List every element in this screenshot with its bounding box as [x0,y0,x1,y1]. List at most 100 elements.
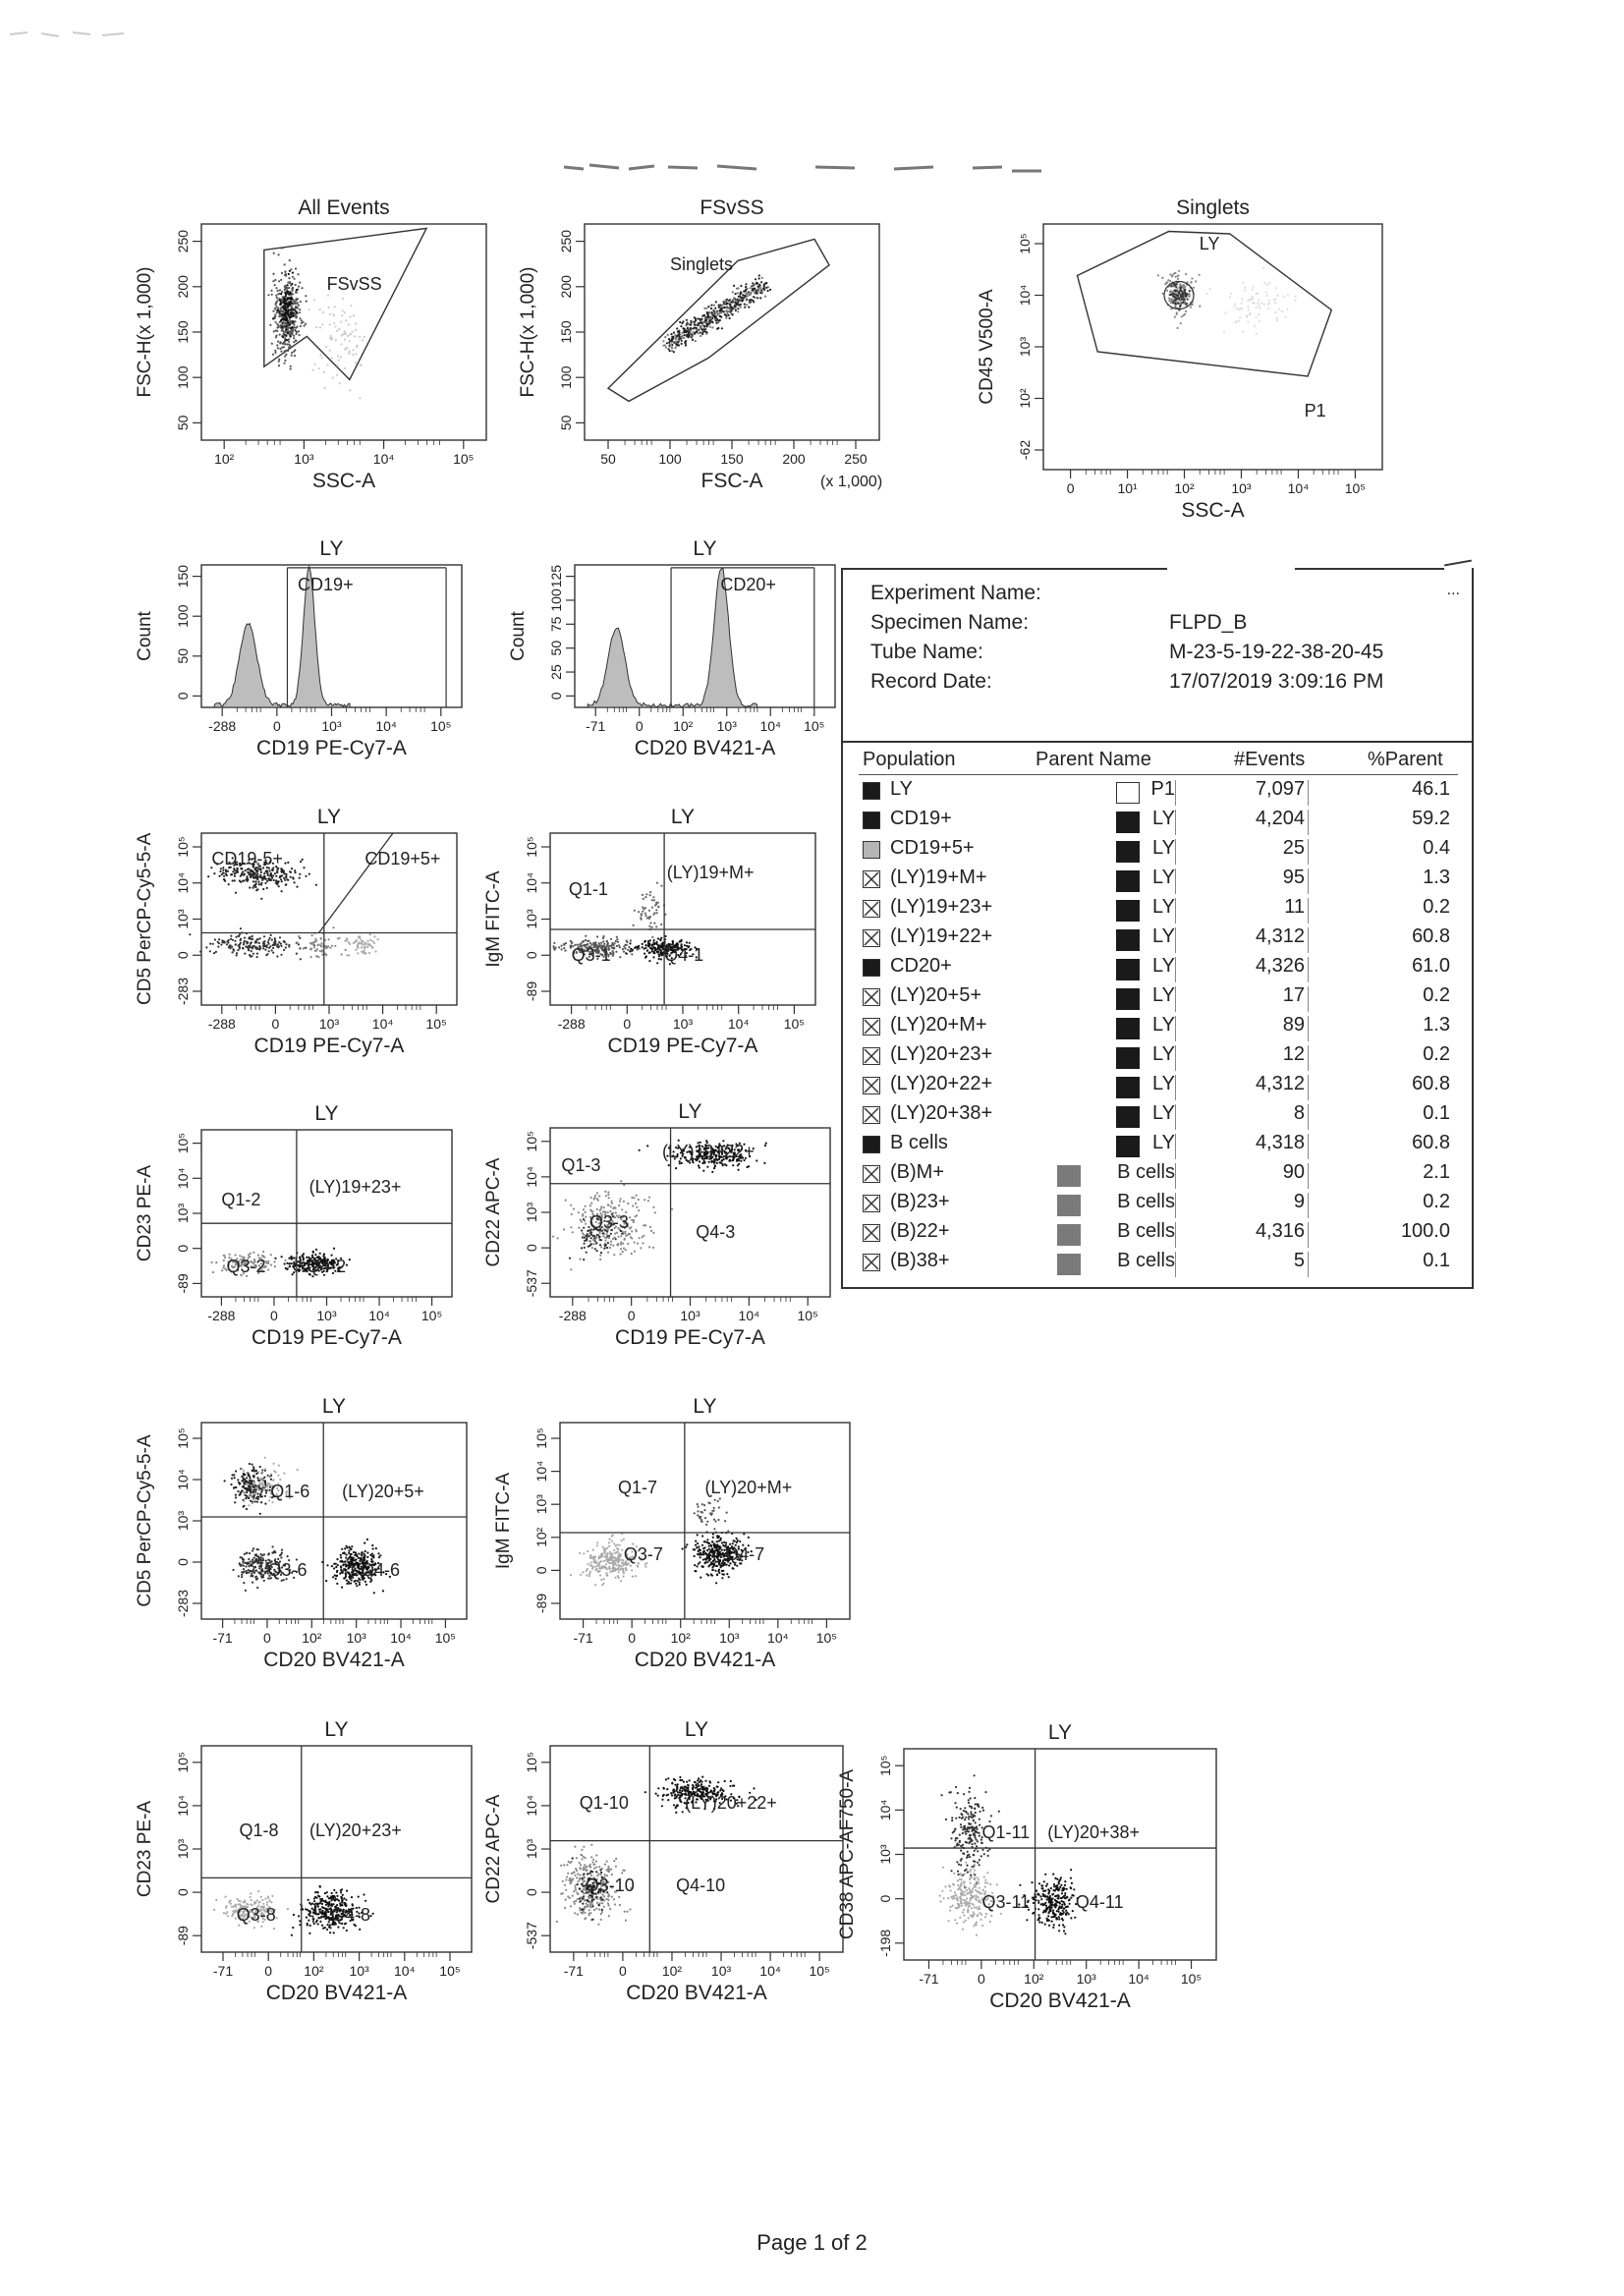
event-count: 5 [1293,1250,1305,1271]
y-tick-label: 150 [175,565,191,588]
population-swatch [863,841,880,859]
y-axis-label: CD45 V500-A [977,289,997,405]
gate-label: Q4-6 [361,1560,401,1580]
population-row: LY P1 7,097 46.1 [859,778,1458,808]
y-tick-label: 10³ [524,909,539,929]
x-tick-label: 10³ [349,1963,369,1979]
gate-label: Q4-10 [676,1876,726,1896]
parent-name: LY [1152,925,1175,947]
population-row: (LY)20+5+ LY 17 0.2 [859,984,1458,1014]
x-tick-label: 10⁵ [426,1016,447,1032]
gate-label: Singlets [670,253,734,274]
plot-p11: LY CD20 BV421-A IgM FITC-A -71 0 10² 10³ 10⁴ 10⁵… [493,1395,851,1671]
event-count: 9 [1293,1191,1305,1212]
col-population: Population [863,749,956,770]
plot-canvas: 50 100 150 200 250 50 100 150 200 250 [558,223,880,467]
x-tick-label: 10³ [719,1630,740,1646]
y-tick-label: 10⁴ [524,872,539,894]
y-tick-label: 10³ [524,1203,539,1223]
gate-label: Q4-2 [307,1257,347,1277]
x-axis-label: CD19 PE-Cy7-A [253,1035,405,1057]
population-row: (B)M+ B cells 90 2.1 [859,1161,1458,1191]
y-tick-label: 250 [175,230,191,253]
gate-label: (LY)20+22+ [685,1793,777,1814]
population-name: CD20+ [890,955,952,977]
x-tick-label: 200 [782,451,806,467]
parent-name: LY [1152,955,1175,977]
plot-frame [549,1745,844,1953]
gate-label: CD19+5+ [364,848,441,868]
y-axis-label: Count [508,611,529,661]
x-tick-label: 10³ [294,451,314,467]
y-axis-label: CD23 PE-A [135,1164,155,1262]
y-tick-label: 10⁵ [524,836,539,857]
x-tick-label: 10⁴ [739,1308,760,1323]
parent-name: P1 [1150,778,1175,800]
parent-swatch [1057,1165,1081,1187]
percent-parent: 1.3 [1423,1014,1450,1036]
gate-label: Q3-1 [571,944,611,965]
population-row: (LY)20+22+ LY 4,312 60.8 [859,1073,1458,1102]
plot-p6: LY CD19 PE-Cy7-A CD5 PerCP-Cy5-5-A -288 0 10³… [135,806,458,1057]
gate-label: (LY)19+22+ [662,1141,755,1161]
plot-canvas: -288 0 10³ 10⁴ 10⁵ -283 0 10³ 10⁴ 10⁵ [175,832,458,1032]
x-axis-label: CD20 BV421-A [989,1989,1131,2012]
x-tick-label: 10⁴ [1288,480,1310,496]
tube-name-label: Tube Name: [870,641,983,663]
y-tick-label: 10⁵ [1017,233,1033,253]
x-tick-label: -288 [207,1308,235,1323]
event-count: 25 [1282,837,1305,859]
x-tick-label: 0 [270,1308,278,1323]
population-name: (B)M+ [890,1161,944,1183]
population-swatch [863,1018,880,1036]
parent-name: LY [1152,837,1175,859]
parent-swatch [1057,1224,1081,1246]
x-tick-label: 10⁴ [767,1630,789,1646]
specimen-name-value: FLPD_B [1169,611,1248,634]
divider [843,741,1472,743]
y-tick-label: 0 [175,951,191,959]
x-tick-label: 10⁵ [804,718,824,734]
population-swatch [863,1224,880,1242]
y-tick-label: -283 [175,978,191,1005]
plot-frame [549,832,816,1006]
x-tick-label: 0 [619,1963,627,1979]
gate-label: (LY)20+38+ [1047,1822,1141,1843]
parent-swatch [1116,929,1140,951]
plot-events [938,1774,1079,1936]
col-events: #Events [1234,749,1306,770]
y-tick-label: -89 [175,1926,191,1945]
percent-parent: 61.0 [1412,955,1450,977]
population-name: (LY)19+23+ [890,896,993,918]
gate-label: (LY)20+5+ [342,1482,424,1501]
x-tick-label: -288 [559,1308,587,1323]
y-axis-label: CD5 PerCP-Cy5-5-A [135,1434,155,1607]
y-tick-label: -89 [533,1594,549,1613]
y-tick-label: 10⁵ [175,836,191,857]
y-tick-label: 75 [548,616,564,632]
event-count: 4,204 [1255,808,1305,829]
population-row: (LY)20+23+ LY 12 0.2 [859,1043,1458,1073]
x-tick-label: 10³ [711,1963,732,1979]
plot-p12: LY CD20 BV421-A CD23 PE-A -71 0 10² 10³ 10⁴ 10⁵ -… [135,1718,473,2004]
y-tick-label: 10⁵ [175,1133,191,1153]
plot-events [552,881,699,966]
gate-label: Q1-1 [568,879,608,900]
gate-label: Q3-11 [981,1892,1031,1913]
x-tick-label: 0 [264,1963,272,1979]
y-tick-label: 0 [877,1895,893,1903]
x-tick-label: 10⁴ [375,718,397,734]
plot-title: LY [1047,1721,1073,1744]
gate-label: Q3-6 [267,1560,308,1580]
x-tick-label: 10² [671,1630,692,1646]
x-tick-label: 10⁵ [421,1308,442,1323]
x-axis-label: CD19 PE-Cy7-A [256,737,407,759]
parent-swatch [1116,812,1140,833]
x-tick-label: 10³ [347,1630,367,1646]
x-tick-label: 10⁵ [816,1630,837,1646]
page-number: Page 1 of 2 [756,2230,868,2255]
plot-canvas: -71 0 10² 10³ 10⁴ 10⁵ -283 0 10³ 10⁴ 10⁵ [175,1422,468,1646]
experiment-name-label: Experiment Name: [870,582,1041,604]
plot-p8: LY CD19 PE-Cy7-A CD23 PE-A -288 0 10³ 10⁴ 10⁵ -8… [135,1102,453,1349]
x-axis-label: FSC-A [700,470,763,492]
